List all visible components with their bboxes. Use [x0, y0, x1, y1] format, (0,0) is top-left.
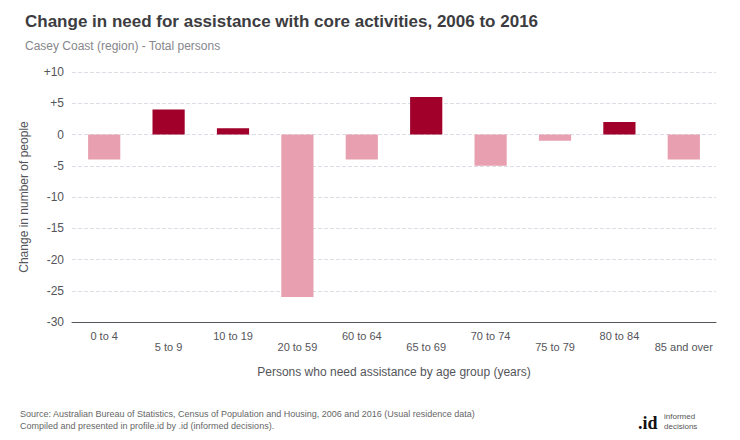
svg-text:informed: informed — [664, 412, 695, 421]
svg-text:70 to 74: 70 to 74 — [471, 330, 511, 342]
svg-text:Casey Coast (region) - Total p: Casey Coast (region) - Total persons — [25, 39, 220, 53]
svg-text:+5: +5 — [50, 96, 64, 110]
svg-text:Change in need for assistance: Change in need for assistance with core … — [25, 12, 538, 31]
svg-text:Source: Australian Bureau of S: Source: Australian Bureau of Statistics,… — [20, 409, 475, 419]
svg-text:Persons who need assistance by: Persons who need assistance by age group… — [257, 365, 531, 379]
svg-text:75 to 79: 75 to 79 — [535, 341, 575, 353]
svg-text:-25: -25 — [47, 284, 65, 298]
svg-text:60 to 64: 60 to 64 — [342, 330, 382, 342]
svg-text:65 to 69: 65 to 69 — [406, 341, 446, 353]
svg-text:5 to 9: 5 to 9 — [155, 341, 183, 353]
svg-text:decisions: decisions — [664, 422, 697, 431]
svg-text:+10: +10 — [44, 65, 65, 79]
svg-text:-5: -5 — [53, 159, 64, 173]
svg-text:0 to 4: 0 to 4 — [90, 330, 118, 342]
svg-text:-10: -10 — [47, 190, 65, 204]
svg-text:0: 0 — [57, 128, 64, 142]
svg-text:-15: -15 — [47, 221, 65, 235]
svg-text:-20: -20 — [47, 253, 65, 267]
svg-text:85 and over: 85 and over — [655, 341, 713, 353]
svg-text:Change in number of people: Change in number of people — [17, 121, 31, 273]
svg-text:80 to 84: 80 to 84 — [600, 330, 640, 342]
svg-text:.id: .id — [638, 413, 658, 433]
svg-text:-30: -30 — [47, 315, 65, 329]
svg-text:10 to 19: 10 to 19 — [213, 330, 253, 342]
svg-text:20 to 59: 20 to 59 — [278, 341, 318, 353]
svg-text:Compiled and presented in prof: Compiled and presented in profile.id by … — [20, 421, 274, 431]
